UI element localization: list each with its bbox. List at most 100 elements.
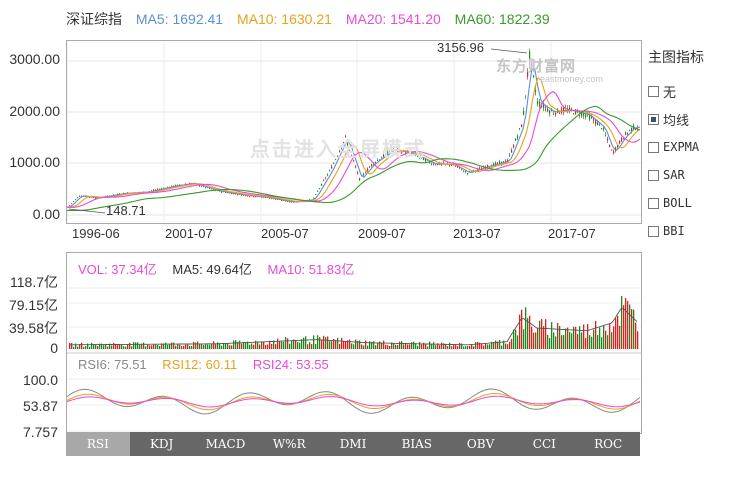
high-price-annotation: 3156.96 — [437, 40, 484, 55]
volume-bar — [425, 343, 427, 349]
volume-y-tick: 39.58亿 — [8, 320, 58, 336]
volume-bar — [563, 335, 565, 349]
volume-bar — [367, 345, 369, 349]
volume-bar — [559, 325, 561, 349]
candle-body — [339, 151, 341, 153]
volume-bar — [435, 345, 437, 349]
indicator-option-boll[interactable]: BOLL — [648, 189, 728, 217]
candle-body — [533, 75, 535, 77]
indicator-option-expma[interactable]: EXPMA — [648, 133, 728, 161]
volume-bar — [391, 342, 393, 349]
volume-y-tick: 79.15亿 — [8, 297, 58, 313]
candle-body — [73, 201, 75, 203]
candle-body — [559, 113, 561, 114]
volume-bar — [537, 328, 539, 349]
volume-bar — [103, 345, 105, 349]
volume-y-tick: 118.7亿 — [10, 274, 58, 290]
candle-body — [521, 124, 523, 128]
volume-bar — [271, 343, 273, 349]
volume-bar — [385, 344, 387, 349]
volume-bar — [397, 345, 399, 349]
checkbox-icon[interactable] — [648, 197, 659, 209]
candle-body — [175, 185, 177, 187]
volume-bar — [147, 344, 149, 349]
indicator-option-none[interactable]: 无 — [648, 77, 728, 105]
candle-body — [607, 138, 609, 141]
candle-body — [361, 175, 363, 177]
candle-body — [381, 157, 383, 159]
checkbox-icon[interactable] — [648, 169, 659, 181]
rsi12-line — [67, 393, 641, 411]
ma5-legend: MA5: 1692.41 — [135, 11, 224, 27]
checkbox-icon[interactable] — [648, 85, 659, 97]
candle-body — [179, 184, 181, 186]
volume-rsi-canvas — [67, 287, 641, 432]
volume-bar — [327, 336, 329, 349]
volume-bar — [237, 341, 239, 349]
tab-bias[interactable]: BIAS — [401, 437, 433, 451]
candle-body — [391, 148, 393, 151]
volume-bar — [437, 343, 439, 349]
tab-rsi[interactable]: RSI — [66, 432, 130, 456]
volume-bar — [199, 344, 201, 349]
price-y-tick: 2000.00 — [9, 103, 60, 119]
tab-obv[interactable]: OBV — [466, 437, 495, 451]
candle-body — [349, 149, 351, 151]
candle-body — [563, 107, 565, 113]
volume-bar — [605, 330, 607, 349]
indicator-chart[interactable] — [66, 252, 642, 434]
volume-bar — [221, 345, 223, 349]
candle-body — [591, 116, 593, 119]
indicator-option-sar[interactable]: SAR — [648, 161, 728, 189]
candle-body — [473, 169, 475, 171]
checkbox-checked-icon[interactable] — [648, 113, 659, 125]
checkbox-icon[interactable] — [648, 141, 659, 153]
volume-bar — [175, 345, 177, 349]
volume-bar — [509, 341, 511, 349]
tab-dmi[interactable]: DMI — [339, 437, 367, 451]
candle-body — [575, 109, 577, 115]
checkbox-icon[interactable] — [648, 225, 659, 237]
indicator-option-bbi[interactable]: BBI — [648, 217, 728, 245]
candle-body — [557, 108, 559, 113]
candle-body — [623, 138, 625, 140]
candle-body — [599, 123, 601, 125]
candle-body — [631, 127, 633, 131]
candle-body — [501, 161, 503, 165]
tab-cci[interactable]: CCI — [532, 437, 556, 451]
volume-bar — [267, 344, 269, 349]
volume-bar — [355, 339, 357, 349]
volume-bar — [171, 342, 173, 349]
volume-bar — [97, 345, 99, 349]
volume-bar — [495, 340, 497, 349]
volume-bar — [311, 343, 313, 349]
indicator-option-ma[interactable]: 均线 — [648, 105, 728, 133]
fullscreen-hint[interactable]: 点击进入全屏模式 — [250, 139, 426, 161]
volume-bar — [421, 344, 423, 349]
candle-body — [383, 154, 385, 158]
ma60-legend: MA60: 1822.39 — [454, 11, 550, 27]
volume-bar — [299, 342, 301, 349]
vol-ma10-value: MA10: 51.83亿 — [267, 262, 355, 277]
ma20-legend: MA20: 1541.20 — [345, 11, 441, 27]
volume-bar — [463, 346, 465, 349]
candle-body — [553, 113, 555, 115]
volume-bar — [489, 344, 491, 349]
price-chart[interactable] — [66, 40, 642, 224]
volume-bar — [321, 339, 323, 349]
candle-body — [605, 134, 607, 136]
volume-bar — [633, 309, 635, 349]
volume-bar — [447, 346, 449, 349]
tab-macd[interactable]: MACD — [205, 437, 246, 451]
candle-body — [265, 197, 267, 199]
volume-bar — [345, 341, 347, 349]
candle-body — [261, 196, 263, 198]
candle-body — [117, 193, 119, 195]
volume-bar — [127, 344, 129, 349]
tab-wr[interactable]: W%R — [272, 437, 306, 451]
tab-roc[interactable]: ROC — [594, 437, 623, 451]
tab-kdj[interactable]: KDJ — [149, 437, 174, 451]
volume-bar — [539, 320, 541, 349]
volume-bar — [121, 344, 123, 349]
candle-body — [583, 113, 585, 116]
